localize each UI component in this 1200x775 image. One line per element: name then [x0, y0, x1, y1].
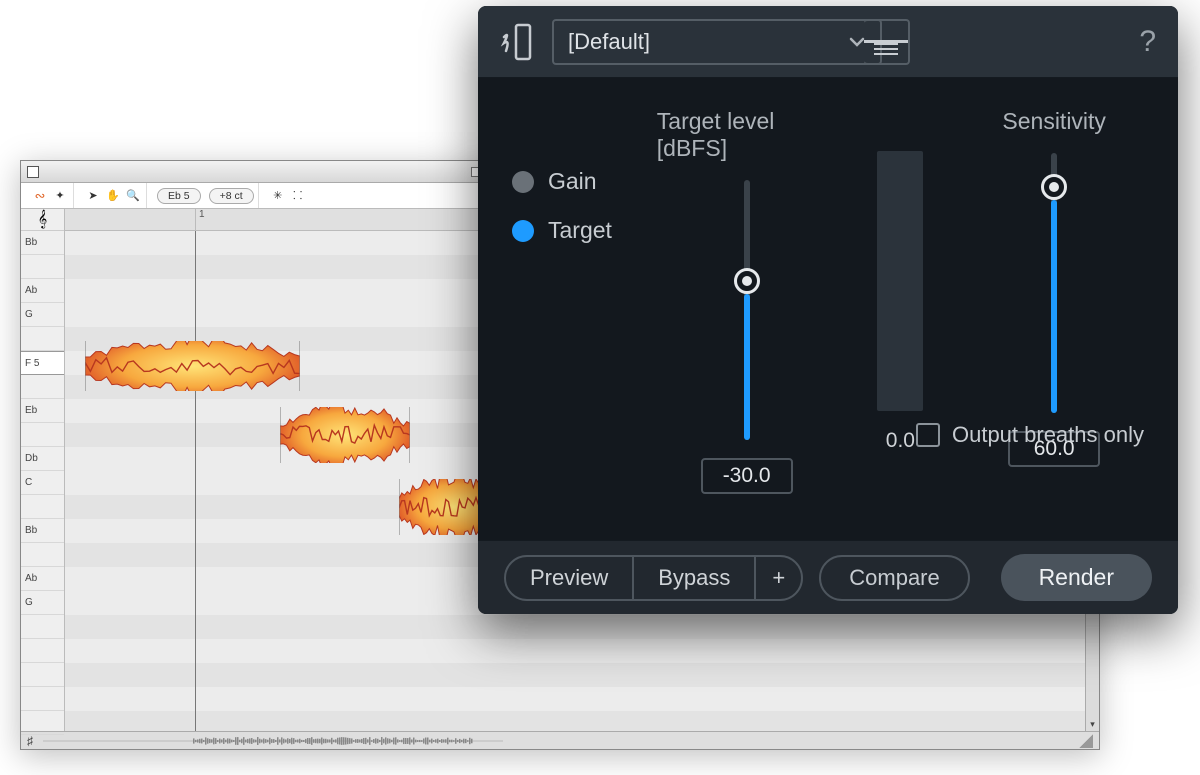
slider-knob-icon[interactable] — [734, 268, 760, 294]
editor-statusbar: ♯ — [21, 731, 1099, 749]
link-tool-icon[interactable]: ∾ — [31, 187, 49, 205]
overview-waveform[interactable] — [43, 736, 503, 746]
add-button[interactable]: + — [756, 557, 801, 599]
preset-menu-button[interactable] — [864, 19, 910, 65]
resize-grip-icon[interactable] — [1079, 734, 1093, 748]
piano-key[interactable] — [21, 639, 64, 663]
mode-target-row[interactable]: Target — [512, 217, 647, 244]
piano-key[interactable]: Eb — [21, 399, 64, 423]
mode-selector: Gain Target — [512, 108, 647, 530]
target-slider-col: Target level [dBFS] -30.0 — [657, 108, 837, 530]
playhead[interactable] — [195, 231, 196, 731]
target-value[interactable]: -30.0 — [701, 458, 793, 494]
note-blob[interactable] — [280, 407, 410, 463]
preview-bypass-group: Preview Bypass + — [504, 555, 803, 601]
piano-key[interactable] — [21, 615, 64, 639]
piano-key[interactable]: Db — [21, 447, 64, 471]
slider-knob-icon[interactable] — [1041, 174, 1067, 200]
cents-readout: +8 ct — [209, 188, 254, 204]
scroll-down-icon[interactable]: ▾ — [1086, 717, 1099, 731]
piano-key[interactable] — [21, 327, 64, 351]
compare-button[interactable]: Compare — [819, 555, 969, 601]
note-blob[interactable] — [85, 341, 300, 391]
render-button[interactable]: Render — [1001, 554, 1152, 601]
preset-dropdown[interactable]: [Default] — [552, 19, 882, 65]
mode-gain-label: Gain — [548, 168, 597, 195]
plugin-header: [Default] ? — [478, 6, 1178, 78]
mode-target-label: Target — [548, 217, 612, 244]
piano-key[interactable] — [21, 687, 64, 711]
piano-key[interactable]: G — [21, 303, 64, 327]
zoom-tool-icon[interactable]: 🔍 — [124, 187, 142, 205]
piano-key[interactable]: F 5 — [21, 351, 64, 375]
piano-key[interactable] — [21, 255, 64, 279]
bypass-button[interactable]: Bypass — [634, 557, 756, 599]
clef-icon: 𝄞 — [21, 209, 64, 231]
wrench-tool-icon[interactable]: ✦ — [51, 187, 69, 205]
snap-tool-icon[interactable]: ✳ — [269, 187, 287, 205]
hand-tool-icon[interactable]: ✋ — [104, 187, 122, 205]
mode-gain-row[interactable]: Gain — [512, 168, 647, 195]
piano-key[interactable] — [21, 495, 64, 519]
checkbox-icon[interactable] — [916, 423, 940, 447]
plugin-panel: [Default] ? Gain Target Target level [dB… — [478, 6, 1178, 614]
output-breaths-row[interactable]: Output breaths only — [916, 422, 1144, 448]
piano-key[interactable] — [21, 543, 64, 567]
preset-label: [Default] — [568, 29, 650, 55]
radio-on-icon — [512, 220, 534, 242]
piano-key[interactable]: Bb — [21, 231, 64, 255]
plugin-logo-icon — [500, 21, 534, 63]
help-button[interactable]: ? — [1139, 25, 1156, 59]
meter-col: 0.0 — [846, 108, 954, 530]
piano-key[interactable] — [21, 375, 64, 399]
piano-key[interactable]: C — [21, 471, 64, 495]
piano-key[interactable]: Ab — [21, 567, 64, 591]
plugin-footer: Preview Bypass + Compare Render — [478, 540, 1178, 614]
sharp-icon[interactable]: ♯ — [27, 734, 33, 748]
sensitivity-slider[interactable] — [1051, 153, 1057, 413]
preview-button[interactable]: Preview — [506, 557, 634, 599]
piano-ruler[interactable]: 𝄞 BbAbGF 5EbDbCBbAbG — [21, 209, 65, 731]
plugin-body: Gain Target Target level [dBFS] -30.0 0.… — [478, 78, 1178, 540]
level-meter — [877, 151, 923, 411]
sensitivity-title: Sensitivity — [1002, 108, 1106, 135]
piano-key[interactable] — [21, 423, 64, 447]
piano-key[interactable]: G — [21, 591, 64, 615]
target-title: Target level [dBFS] — [657, 108, 837, 162]
piano-key[interactable]: Bb — [21, 519, 64, 543]
piano-key[interactable] — [21, 711, 64, 735]
target-slider[interactable] — [744, 180, 750, 440]
note-readout: Eb 5 — [157, 188, 201, 204]
meter-value: 0.0 — [886, 429, 915, 453]
pointer-tool-icon[interactable]: ➤ — [84, 187, 102, 205]
hamburger-icon — [874, 40, 898, 43]
sensitivity-slider-col: Sensitivity 60.0 — [964, 108, 1144, 530]
output-breaths-label: Output breaths only — [952, 422, 1144, 448]
groups-tool-icon[interactable]: ⸬ — [289, 187, 307, 205]
piano-key[interactable] — [21, 663, 64, 687]
window-control-icon[interactable] — [27, 166, 39, 178]
piano-key[interactable]: Ab — [21, 279, 64, 303]
radio-off-icon — [512, 171, 534, 193]
